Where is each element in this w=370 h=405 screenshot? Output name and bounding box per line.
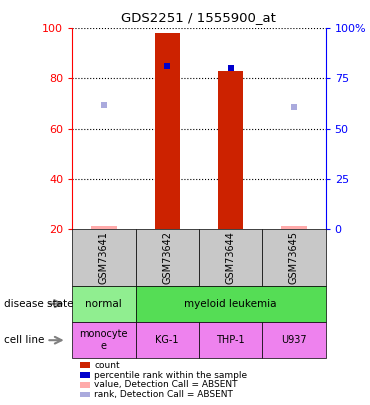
Bar xyxy=(91,226,117,229)
Bar xyxy=(155,33,180,229)
Text: GSM73645: GSM73645 xyxy=(289,231,299,284)
Text: KG-1: KG-1 xyxy=(155,335,179,345)
Text: GSM73642: GSM73642 xyxy=(162,231,172,284)
Text: myeloid leukemia: myeloid leukemia xyxy=(184,299,277,309)
Bar xyxy=(218,71,243,229)
Text: disease state: disease state xyxy=(4,299,73,309)
Text: normal: normal xyxy=(85,299,122,309)
Text: cell line: cell line xyxy=(4,335,44,345)
Text: count: count xyxy=(94,361,120,370)
Title: GDS2251 / 1555900_at: GDS2251 / 1555900_at xyxy=(121,11,276,24)
Bar xyxy=(281,226,307,229)
Text: percentile rank within the sample: percentile rank within the sample xyxy=(94,371,248,379)
Text: GSM73644: GSM73644 xyxy=(226,231,236,284)
Text: GSM73641: GSM73641 xyxy=(99,231,109,284)
Text: rank, Detection Call = ABSENT: rank, Detection Call = ABSENT xyxy=(94,390,233,399)
Text: U937: U937 xyxy=(281,335,307,345)
Text: monocyte
e: monocyte e xyxy=(80,329,128,351)
Text: THP-1: THP-1 xyxy=(216,335,245,345)
Text: value, Detection Call = ABSENT: value, Detection Call = ABSENT xyxy=(94,380,238,389)
